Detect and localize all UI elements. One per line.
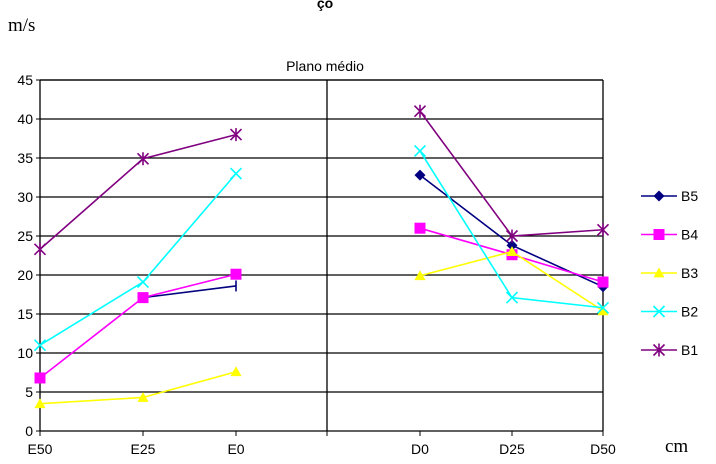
data-point <box>229 128 243 142</box>
series-line <box>419 250 604 312</box>
x-tick-label: E0 <box>227 441 244 457</box>
y-tick-label: 25 <box>17 228 33 244</box>
data-point <box>413 104 427 118</box>
data-point <box>596 223 610 237</box>
y-unit-label: m/s <box>8 15 35 36</box>
data-point <box>505 291 519 304</box>
data-point <box>596 301 610 314</box>
legend-item-b2: B2 <box>641 304 698 320</box>
data-point <box>229 167 243 180</box>
legend-marker <box>653 229 665 240</box>
data-point <box>136 275 150 289</box>
series-b2 <box>33 144 610 352</box>
legend-item-b3: B3 <box>641 265 698 281</box>
y-tick-label: 15 <box>17 306 33 322</box>
y-tick-label: 5 <box>25 384 33 400</box>
data-point <box>137 292 149 304</box>
series-line <box>39 370 237 405</box>
panel-subtitle: Plano médio <box>286 58 364 74</box>
data-point <box>597 305 609 316</box>
data-point <box>136 152 150 166</box>
legend-marker <box>652 343 666 357</box>
data-point <box>33 242 47 256</box>
data-point <box>34 398 46 409</box>
x-tick-label: E50 <box>28 441 53 457</box>
legend-marker <box>652 305 666 318</box>
data-point <box>230 366 242 377</box>
x-tick-label: E25 <box>131 441 156 457</box>
series-line <box>419 150 604 309</box>
series-b3 <box>34 246 609 409</box>
data-point <box>506 239 518 251</box>
y-tick-label: 45 <box>17 72 33 88</box>
y-tick-label: 40 <box>17 111 33 127</box>
legend: B5 B4 B3 B2 B1 <box>641 188 698 358</box>
data-point <box>230 268 242 280</box>
series-line <box>419 110 604 237</box>
legend-item-b4: B4 <box>641 227 698 243</box>
x-unit-label: cm <box>665 436 688 457</box>
data-point <box>413 144 427 158</box>
x-tick-label: D0 <box>411 441 429 457</box>
legend-label: B3 <box>681 265 698 281</box>
data-point <box>506 246 518 256</box>
legend-label: B1 <box>681 342 698 358</box>
data-point <box>414 222 426 234</box>
legend-label: B4 <box>681 227 698 243</box>
series-b1 <box>33 104 610 256</box>
data-point <box>505 229 519 243</box>
y-tick-label: 35 <box>17 150 33 166</box>
legend-item-b5: B5 <box>641 188 698 204</box>
data-point <box>414 270 426 281</box>
series-line <box>39 173 237 346</box>
y-tick-label: 10 <box>17 345 33 361</box>
y-tick-label: 20 <box>17 267 33 283</box>
y-tick-label: 0 <box>25 423 33 439</box>
series-line <box>39 133 237 250</box>
data-point <box>597 276 609 288</box>
legend-label: B5 <box>681 188 698 204</box>
data-point <box>33 339 47 352</box>
data-point <box>414 169 426 181</box>
data-point <box>137 391 149 402</box>
chart-title: çõ <box>317 0 333 11</box>
legend-item-b1: B1 <box>641 342 698 358</box>
series-line <box>142 285 237 299</box>
data-point <box>34 372 46 384</box>
legend-marker <box>653 267 665 278</box>
x-tick-label: D50 <box>590 441 616 457</box>
x-tick-label: D25 <box>499 441 525 457</box>
legend-label: B2 <box>681 304 698 320</box>
y-tick-label: 30 <box>17 189 33 205</box>
legend-marker <box>653 190 665 202</box>
series <box>33 104 610 409</box>
series-b4 <box>34 222 609 384</box>
